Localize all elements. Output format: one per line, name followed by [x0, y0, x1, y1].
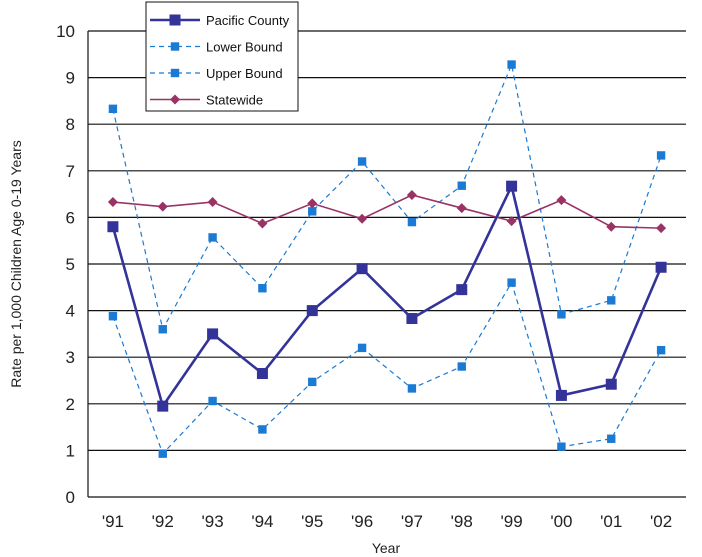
data-point [607, 434, 616, 443]
data-point [607, 296, 616, 305]
legend-marker [170, 94, 180, 105]
y-tick-label: 7 [66, 162, 75, 181]
data-point [606, 221, 617, 232]
y-axis-label: Rate per 1,000 Children Age 0-19 Years [8, 140, 24, 388]
data-point [356, 263, 368, 275]
data-point [357, 157, 367, 166]
data-point [207, 328, 219, 340]
legend-label: Upper Bound [206, 66, 283, 81]
series-line [111, 182, 663, 410]
legend: Pacific County Lower Bound Upper Bound Stat… [145, 1, 299, 112]
data-point [357, 213, 368, 224]
x-tick-label: '91 [102, 512, 124, 531]
data-point [406, 313, 418, 325]
data-point [406, 190, 417, 201]
x-tick-label: '94 [251, 512, 273, 531]
x-tick-label: '01 [600, 512, 622, 531]
data-point [407, 384, 417, 393]
x-axis-ticks: '91 '92 '93 '94 '95 '96 '97 '98 '99 '00 '01 '02 [102, 512, 672, 531]
x-tick-label: '98 [451, 512, 473, 531]
x-tick-label: '02 [650, 512, 672, 531]
data-point [506, 216, 517, 227]
x-tick-label: '99 [501, 512, 523, 531]
y-tick-label: 10 [56, 22, 75, 41]
series-lower-bound [108, 278, 666, 458]
y-tick-label: 1 [66, 441, 75, 460]
y-tick-label: 8 [66, 115, 75, 134]
data-point [306, 305, 318, 317]
data-point [208, 233, 217, 242]
series-statewide [107, 190, 667, 234]
x-tick-label: '96 [351, 512, 373, 531]
legend-label: Lower Bound [206, 40, 283, 55]
data-point [108, 104, 118, 114]
data-point [507, 60, 516, 69]
x-tick-label: '00 [550, 512, 572, 531]
legend-marker [170, 68, 180, 78]
data-point [456, 203, 467, 214]
series-line [112, 62, 662, 331]
data-point [258, 425, 267, 434]
y-axis-ticks: 0 1 2 3 4 5 6 7 8 9 10 [56, 22, 75, 507]
series-line [112, 194, 662, 229]
data-point [507, 278, 516, 287]
data-point [655, 261, 667, 273]
y-tick-label: 9 [66, 69, 75, 88]
data-point [656, 151, 666, 160]
data-point [407, 217, 417, 227]
data-point [506, 180, 518, 192]
legend-marker [170, 42, 180, 51]
legend-label: Statewide [206, 93, 263, 108]
series-line [112, 281, 662, 455]
x-tick-label: '97 [401, 512, 423, 531]
y-tick-label: 2 [66, 395, 75, 414]
data-point [307, 198, 318, 209]
series-upper-bound [108, 60, 666, 334]
y-tick-label: 5 [66, 255, 75, 274]
legend-label: Pacific County [206, 13, 290, 28]
data-point [555, 389, 567, 401]
y-tick-label: 6 [66, 208, 75, 227]
x-tick-label: '92 [152, 512, 174, 531]
x-tick-label: '95 [301, 512, 323, 531]
series-pacific-county [107, 180, 667, 412]
data-point [257, 218, 268, 229]
data-point [308, 377, 317, 387]
data-point [557, 310, 566, 319]
data-point [157, 201, 168, 212]
data-point [357, 343, 367, 353]
series-group [107, 60, 667, 458]
y-tick-label: 4 [66, 302, 75, 321]
data-point [656, 346, 666, 355]
data-point [557, 442, 566, 451]
x-axis-label: Year [372, 540, 401, 556]
data-point [556, 195, 567, 206]
data-point [208, 396, 217, 406]
data-point [107, 197, 118, 208]
data-point [308, 207, 317, 216]
x-tick-label: '93 [202, 512, 224, 531]
data-point [258, 284, 267, 293]
data-point [158, 325, 167, 334]
data-point [605, 378, 617, 390]
data-point [457, 362, 466, 371]
y-tick-label: 0 [66, 488, 75, 507]
data-point [107, 221, 119, 233]
data-point [207, 197, 218, 208]
data-point [456, 284, 468, 296]
legend-marker [169, 14, 181, 26]
data-point [256, 368, 268, 380]
data-point [157, 400, 169, 412]
y-tick-label: 3 [66, 348, 75, 367]
data-point [656, 223, 667, 234]
data-point [158, 449, 167, 458]
data-point [108, 311, 118, 321]
data-point [457, 181, 466, 190]
